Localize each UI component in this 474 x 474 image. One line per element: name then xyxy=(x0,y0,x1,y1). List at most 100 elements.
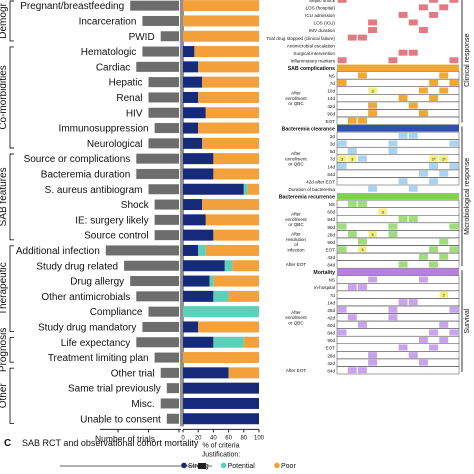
group-bracket xyxy=(9,367,14,424)
outcome-group-label: After EOT xyxy=(286,368,307,373)
trial-count-bar xyxy=(136,153,179,164)
outcome-cell xyxy=(347,117,357,124)
group-bracket xyxy=(9,0,14,42)
outcome-cell xyxy=(408,352,418,359)
trial-count-bar xyxy=(148,184,179,195)
outcome-cell xyxy=(388,140,398,147)
outcome-cell xyxy=(418,110,428,117)
outcome-header-bar xyxy=(337,125,459,132)
outcome-cell xyxy=(449,223,459,230)
category-label: Unable to consent xyxy=(80,414,161,425)
outcome-cell xyxy=(408,19,418,26)
trial-count-bar xyxy=(154,199,179,210)
section-label: Clinical response xyxy=(464,34,471,87)
outcome-group-label: resolution xyxy=(286,237,306,242)
outcome-cell xyxy=(347,314,357,321)
group-label: Other xyxy=(0,383,9,409)
outcome-group-label: After xyxy=(291,232,301,237)
outcome-cell xyxy=(429,95,439,102)
outcome-count-label: 1ᵇ xyxy=(442,157,446,162)
trial-count-bar xyxy=(136,291,179,302)
outcome-cell xyxy=(418,170,428,177)
category-label: Same trial previously xyxy=(68,384,161,395)
outcome-cell xyxy=(398,132,408,139)
justification-segment-strong xyxy=(183,199,202,211)
outcome-cell xyxy=(388,148,398,154)
outcome-count-cell xyxy=(347,155,357,162)
outcome-count-label: 3 xyxy=(351,157,354,162)
outcome-cell xyxy=(388,231,398,238)
outcome-cell xyxy=(429,344,439,351)
pct-x-axis-label: % of criteria xyxy=(203,442,240,449)
pct-x-tick-label: 40 xyxy=(210,435,217,441)
trial-count-bar xyxy=(148,138,179,149)
outcome-group-label: infection xyxy=(287,247,305,252)
outcome-header-label: Bacteremia recurrence xyxy=(279,195,335,201)
justification-segment-strong xyxy=(183,107,206,119)
outcome-cell xyxy=(388,223,398,230)
trial-count-bar xyxy=(154,230,179,241)
category-label: Hepatic xyxy=(109,78,143,89)
outcome-header-label: SAB complications xyxy=(288,66,335,72)
justification-segment-strong xyxy=(183,321,199,333)
outcome-group-label: After xyxy=(291,151,301,156)
outcome-count-label: 1ᵇ xyxy=(432,157,436,162)
justification-segment-strong xyxy=(183,76,202,88)
outcome-cell xyxy=(337,306,347,313)
trial-count-bar xyxy=(148,77,179,88)
outcome-row-label: 84d xyxy=(327,331,335,336)
outcome-cell xyxy=(368,27,378,33)
outcome-cell xyxy=(398,216,408,222)
outcome-cell xyxy=(439,253,449,260)
category-label: IE: surgery likely xyxy=(75,215,148,226)
justification-segment-poor xyxy=(202,199,259,211)
pct-x-tick-label: 20 xyxy=(195,435,202,441)
outcome-cell xyxy=(418,87,428,94)
justification-segment-strong xyxy=(183,244,199,256)
outcome-cell xyxy=(439,72,449,79)
justification-segment-poor xyxy=(228,290,259,302)
outcome-cell xyxy=(337,163,347,170)
outcome-header-bar xyxy=(337,268,459,276)
outcome-row-box xyxy=(336,343,460,352)
group-label: Prognosis xyxy=(0,328,9,372)
outcome-row-label: 84d xyxy=(327,172,335,177)
outcome-row-label: 28d xyxy=(327,353,335,358)
group-label: Therapeutic xyxy=(0,262,9,315)
group-label: Co-morbidities xyxy=(0,65,9,129)
trial-count-bar xyxy=(136,168,179,179)
outcome-row-box xyxy=(336,131,460,140)
outcome-row-box xyxy=(336,139,460,148)
category-label: Additional infection xyxy=(16,246,100,257)
outcome-row-label: 42d xyxy=(327,104,335,109)
section-label: Microbiological response xyxy=(464,158,471,235)
outcome-cell xyxy=(449,306,459,313)
category-label: Study drug mandatory xyxy=(38,322,136,333)
outcome-cell xyxy=(357,200,367,207)
outcome-header-bar xyxy=(337,64,459,72)
group-label: SAB features xyxy=(0,167,9,226)
legend-swatch xyxy=(181,462,187,469)
outcome-row-label: NS xyxy=(329,278,335,283)
outcome-row-label: 28d xyxy=(327,232,335,237)
outcome-cell xyxy=(357,72,367,79)
outcome-row-label: 5d xyxy=(330,149,336,154)
outcome-cell xyxy=(429,0,439,3)
trial-count-bar xyxy=(154,214,179,225)
panel-c-marker xyxy=(198,463,206,469)
justification-segment-poor xyxy=(213,168,259,180)
legend-title: Justification: xyxy=(202,451,241,458)
pct-x-tick-label: 60 xyxy=(225,435,232,441)
trial-count-bar xyxy=(142,321,179,332)
outcome-cell xyxy=(337,79,347,86)
justification-segment-strong xyxy=(183,168,214,180)
outcome-group-label: or QBC xyxy=(288,222,304,227)
outcome-row-box xyxy=(336,245,460,254)
outcome-row-label: Duration of bacteremia xyxy=(289,187,336,192)
outcome-cell xyxy=(347,231,357,238)
trial-count-bar xyxy=(154,123,179,134)
outcome-cell xyxy=(429,163,439,170)
outcome-cell xyxy=(408,299,418,306)
outcome-row-label: 14d xyxy=(327,96,335,101)
outcome-row-label: 2d xyxy=(330,134,336,139)
